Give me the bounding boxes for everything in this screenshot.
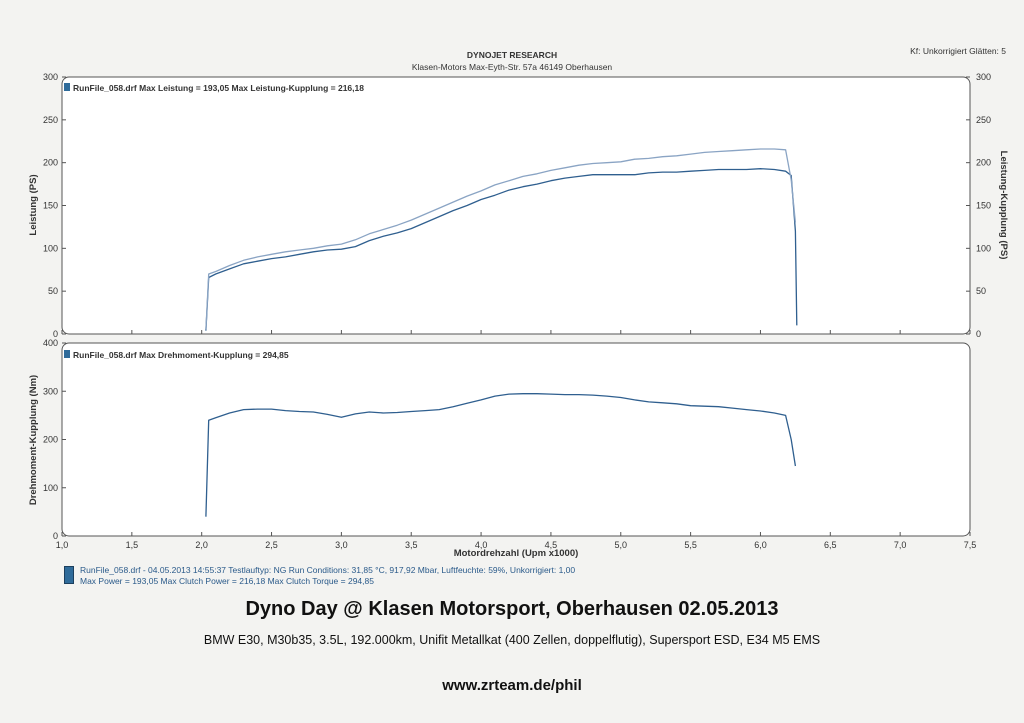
power-series-0-line bbox=[205, 168, 798, 331]
power-ytick-label: 50 bbox=[48, 286, 58, 296]
power-y2tick-label: 150 bbox=[976, 201, 991, 211]
power-ytick-label: 0 bbox=[53, 329, 58, 339]
torque-xtick-label: 6,0 bbox=[754, 540, 767, 550]
power-y2tick-label: 50 bbox=[976, 286, 986, 296]
torque-ytick-label: 300 bbox=[43, 386, 58, 396]
torque-xtick-label: 5,5 bbox=[684, 540, 697, 550]
torque-xtick-label: 3,0 bbox=[335, 540, 348, 550]
run-legend-swatch bbox=[64, 566, 74, 584]
header-company: DYNOJET RESEARCH bbox=[466, 50, 558, 60]
header-settings: Kf: Unkorrigiert Glätten: 5 bbox=[910, 46, 1006, 56]
power-ytick-label: 300 bbox=[43, 72, 58, 82]
power-y2tick-label: 250 bbox=[976, 115, 991, 125]
torque-xtick-label: 7,5 bbox=[964, 540, 977, 550]
power-y2-label: Leistung-Kupplung (PS) bbox=[998, 151, 1009, 260]
run-info-line1: RunFile_058.drf - 04.05.2013 14:55:37 Te… bbox=[80, 565, 576, 575]
torque-xtick-label: 5,0 bbox=[615, 540, 628, 550]
power-ytick-label: 100 bbox=[43, 243, 58, 253]
power-ytick-label: 250 bbox=[43, 115, 58, 125]
power-annotation: RunFile_058.drf Max Leistung = 193,05 Ma… bbox=[73, 83, 364, 93]
torque-legend-swatch bbox=[64, 350, 70, 358]
torque-series-0-line bbox=[205, 393, 797, 517]
power-plot-frame bbox=[61, 76, 971, 335]
run-info-line2: Max Power = 193,05 Max Clutch Power = 21… bbox=[80, 576, 374, 586]
torque-ytick-label: 100 bbox=[43, 483, 58, 493]
torque-xtick-label: 2,0 bbox=[195, 540, 208, 550]
header-address: Klasen-Motors Max-Eyth-Str. 57a 46149 Ob… bbox=[411, 62, 613, 72]
caption-title: Dyno Day @ Klasen Motorsport, Oberhausen… bbox=[245, 598, 779, 620]
torque-annotation: RunFile_058.drf Max Drehmoment-Kupplung … bbox=[73, 350, 289, 360]
power-y2tick-label: 100 bbox=[976, 243, 991, 253]
power-y2tick-label: 200 bbox=[976, 158, 991, 168]
power-series-1-line bbox=[205, 148, 797, 330]
torque-ytick-label: 400 bbox=[43, 338, 58, 348]
power-ytick-label: 200 bbox=[43, 158, 58, 168]
torque-xtick-label: 4,0 bbox=[475, 540, 488, 550]
torque-xtick-label: 7,0 bbox=[894, 540, 907, 550]
power-y2tick-label: 0 bbox=[976, 329, 981, 339]
power-y2tick-label: 300 bbox=[976, 72, 991, 82]
power-legend-swatch bbox=[64, 83, 70, 91]
torque-y-label: Drehmoment-Kupplung (Nm) bbox=[28, 375, 39, 505]
torque-xtick-label: 2,5 bbox=[265, 540, 278, 550]
caption-url: www.zrteam.de/phil bbox=[442, 677, 582, 694]
power-ytick-label: 150 bbox=[43, 201, 58, 211]
power-y-label: Leistung (PS) bbox=[28, 174, 39, 235]
torque-xtick-label: 3,5 bbox=[405, 540, 418, 550]
torque-xtick-label: 1,0 bbox=[56, 540, 69, 550]
torque-ytick-label: 200 bbox=[43, 435, 58, 445]
torque-ytick-label: 0 bbox=[53, 531, 58, 541]
torque-plot-frame bbox=[61, 342, 971, 537]
torque-xtick-label: 1,5 bbox=[126, 540, 139, 550]
caption-subtitle: BMW E30, M30b35, 3.5L, 192.000km, Unifit… bbox=[203, 633, 821, 647]
torque-xtick-label: 6,5 bbox=[824, 540, 837, 550]
torque-xtick-label: 4,5 bbox=[545, 540, 558, 550]
torque-x-label: Motordrehzahl (Upm x1000) bbox=[454, 548, 579, 559]
